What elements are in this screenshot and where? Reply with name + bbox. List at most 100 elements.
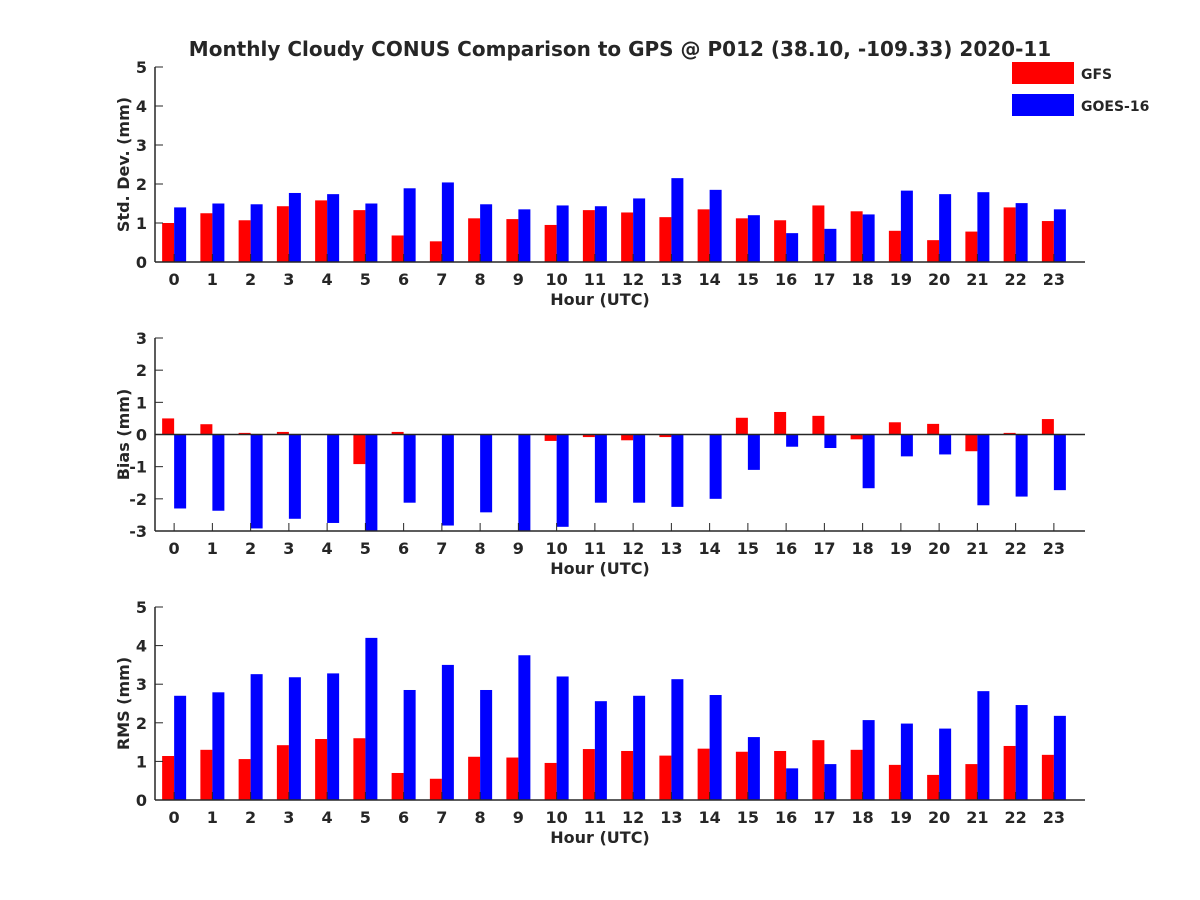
- x-tick-label: 10: [545, 539, 567, 558]
- x-tick-label: 9: [513, 270, 524, 289]
- bar-gfs-18: [850, 211, 863, 262]
- bar-gfs-3: [276, 431, 289, 435]
- bar-gfs-16: [774, 220, 787, 262]
- bar-goes16-11: [594, 434, 607, 503]
- bar-gfs-11: [582, 210, 595, 262]
- bar-gfs-22: [1003, 432, 1016, 435]
- x-tick-label: 11: [584, 539, 606, 558]
- y-tick-label: 4: [136, 97, 147, 116]
- bar-gfs-11: [582, 434, 595, 438]
- bar-goes16-15: [747, 434, 760, 470]
- bar-gfs-2: [238, 759, 251, 800]
- bar-gfs-6: [391, 772, 404, 800]
- y-tick-label: 2: [136, 361, 147, 380]
- bar-gfs-12: [621, 212, 634, 262]
- bar-gfs-10: [544, 224, 557, 262]
- bar-goes16-17: [824, 764, 837, 800]
- bar-gfs-10: [544, 434, 557, 441]
- y-axis-label: Std. Dev. (mm): [114, 97, 133, 232]
- bar-goes16-9: [518, 655, 531, 800]
- bar-goes16-17: [824, 434, 837, 449]
- x-tick-label: 19: [890, 270, 912, 289]
- bar-goes16-5: [365, 637, 378, 800]
- bar-goes16-9: [518, 209, 531, 262]
- x-tick-label: 3: [283, 539, 294, 558]
- bar-gfs-3: [276, 745, 289, 800]
- x-tick-label: 12: [622, 808, 644, 827]
- y-tick-label: -3: [129, 522, 147, 541]
- bar-gfs-14: [697, 748, 710, 800]
- y-tick-label: -2: [129, 490, 147, 509]
- x-tick-label: 19: [890, 808, 912, 827]
- bar-goes16-23: [1053, 209, 1066, 262]
- bar-goes16-14: [709, 434, 722, 499]
- x-tick-label: 6: [398, 270, 409, 289]
- bar-gfs-0: [162, 756, 175, 800]
- x-tick-label: 21: [966, 539, 988, 558]
- bar-goes16-0: [174, 695, 187, 800]
- bar-gfs-8: [468, 218, 481, 262]
- bar-gfs-14: [697, 209, 710, 262]
- bar-gfs-10: [544, 762, 557, 800]
- bar-gfs-17: [812, 415, 825, 435]
- bar-gfs-6: [391, 235, 404, 262]
- y-tick-label: -1: [129, 458, 147, 477]
- bar-goes16-5: [365, 203, 378, 262]
- x-tick-label: 15: [737, 808, 759, 827]
- x-tick-label: 1: [207, 270, 218, 289]
- x-tick-label: 9: [513, 808, 524, 827]
- x-axis-label: Hour (UTC): [550, 559, 650, 578]
- bar-goes16-3: [288, 434, 301, 519]
- bar-goes16-0: [174, 434, 187, 509]
- y-tick-label: 1: [136, 393, 147, 412]
- bar-gfs-12: [621, 434, 634, 441]
- x-tick-label: 3: [283, 808, 294, 827]
- bar-goes16-9: [518, 434, 531, 531]
- bar-goes16-1: [212, 434, 225, 511]
- x-tick-label: 22: [1004, 808, 1026, 827]
- x-tick-label: 9: [513, 539, 524, 558]
- bar-goes16-8: [480, 434, 493, 513]
- bar-gfs-21: [965, 231, 978, 262]
- bar-gfs-6: [391, 431, 404, 435]
- bar-gfs-5: [353, 738, 366, 800]
- bar-goes16-2: [250, 434, 263, 529]
- x-tick-label: 2: [245, 270, 256, 289]
- bar-goes16-18: [862, 434, 875, 489]
- bar-gfs-8: [468, 756, 481, 800]
- bar-gfs-15: [735, 218, 748, 262]
- bar-goes16-3: [288, 192, 301, 262]
- y-tick-label: 1: [136, 752, 147, 771]
- bar-gfs-1: [200, 213, 213, 262]
- bar-gfs-9: [506, 757, 519, 800]
- x-tick-label: 1: [207, 808, 218, 827]
- bar-gfs-23: [1041, 221, 1054, 262]
- y-tick-label: 0: [136, 253, 147, 272]
- bar-gfs-5: [353, 434, 366, 465]
- bar-gfs-22: [1003, 745, 1016, 800]
- bar-goes16-20: [939, 728, 952, 800]
- bar-gfs-7: [429, 241, 442, 262]
- bar-gfs-17: [812, 740, 825, 800]
- x-axis-label: Hour (UTC): [550, 290, 650, 309]
- x-tick-label: 14: [698, 539, 720, 558]
- bar-goes16-13: [671, 434, 684, 507]
- x-tick-label: 21: [966, 270, 988, 289]
- y-tick-label: 5: [136, 598, 147, 617]
- bar-goes16-22: [1015, 203, 1028, 262]
- legend-swatch-gfs: [1012, 62, 1074, 84]
- x-tick-label: 5: [360, 539, 371, 558]
- x-tick-label: 16: [775, 270, 797, 289]
- bar-gfs-18: [850, 749, 863, 800]
- bar-gfs-16: [774, 411, 787, 435]
- x-tick-label: 0: [169, 539, 180, 558]
- x-tick-label: 7: [436, 270, 447, 289]
- x-tick-label: 18: [851, 270, 873, 289]
- y-tick-label: 5: [136, 58, 147, 77]
- x-tick-label: 8: [475, 270, 486, 289]
- bar-goes16-18: [862, 214, 875, 262]
- bar-goes16-14: [709, 189, 722, 262]
